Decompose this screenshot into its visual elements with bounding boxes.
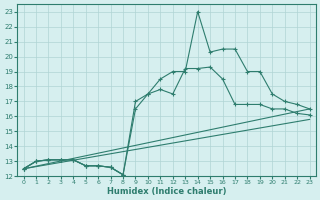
X-axis label: Humidex (Indice chaleur): Humidex (Indice chaleur) xyxy=(107,187,226,196)
